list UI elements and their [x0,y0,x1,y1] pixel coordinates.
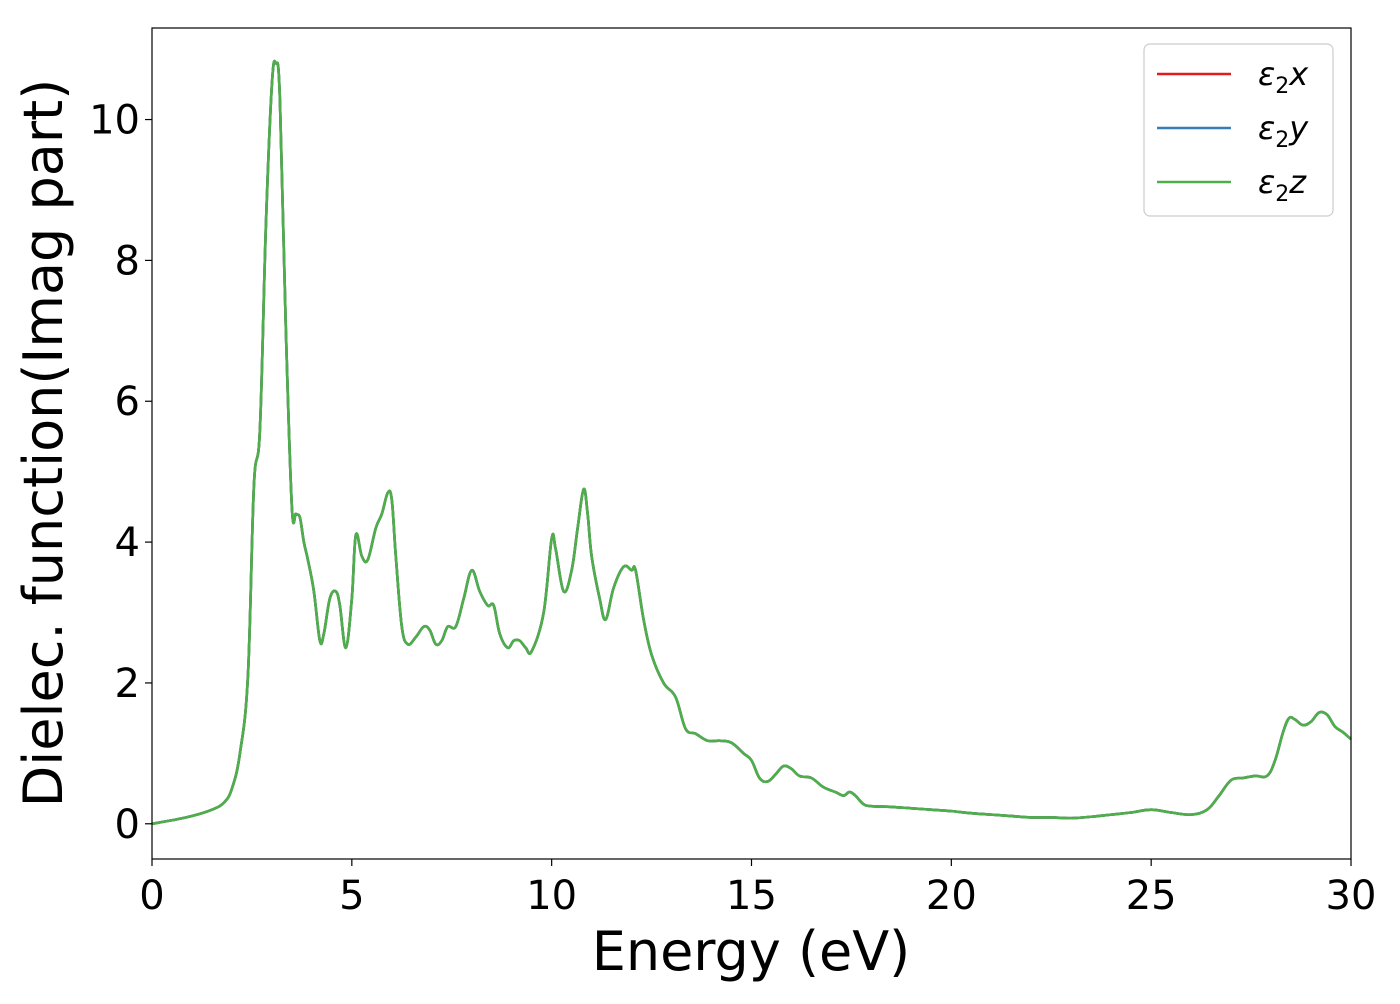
series-layer [151,59,1352,826]
legend-box [1143,43,1334,217]
y-axis-label: Dielec. function(Imag part) [12,79,75,808]
y-tick-label: 0 [115,802,140,848]
y-tick-label: 4 [115,520,140,566]
legend-item-x: ε2x [1157,55,1309,99]
x-tick-label: 10 [526,873,577,919]
x-tick-label: 5 [339,873,364,919]
x-axis-label: Energy (eV) [592,920,911,983]
x-tick-label: 20 [926,873,977,919]
legend-label: ε2y [1258,109,1309,153]
legend-item-z: ε2z [1157,163,1307,207]
x-tick-label: 25 [1126,873,1177,919]
x-tick-label: 30 [1326,873,1377,919]
legend-items: ε2x ε2y ε2z [1157,55,1309,207]
legend-label: ε2x [1258,55,1309,99]
x-tick-label: 15 [726,873,777,919]
ticks-layer: 0 5 10 15 20 25 30 0 2 4 6 8 10 [89,98,1376,919]
plot-frame [151,27,1352,860]
y-tick-label: 2 [115,661,140,707]
legend-item-y: ε2y [1157,109,1309,153]
y-tick-label: 10 [89,98,140,144]
legend-label: ε2z [1258,163,1307,207]
series-line-z [151,59,1352,826]
y-tick-label: 8 [115,238,140,284]
x-tick-label: 0 [139,873,164,919]
y-tick-label: 6 [115,379,140,425]
legend: ε2x ε2y ε2z [1143,43,1334,217]
